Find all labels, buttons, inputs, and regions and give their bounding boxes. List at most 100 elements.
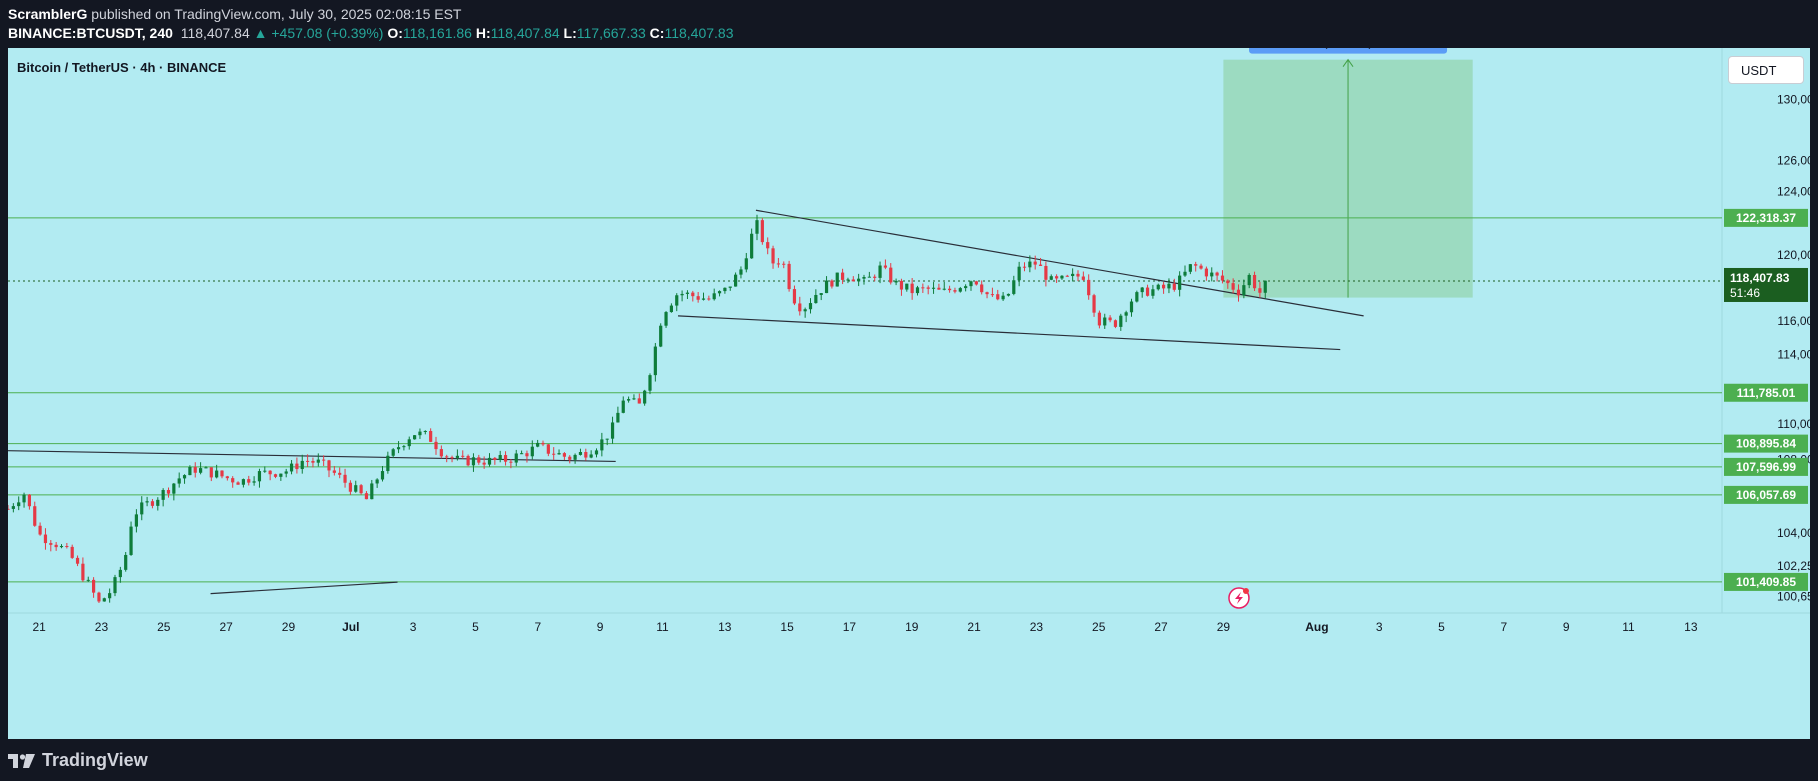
candle: [552, 447, 556, 460]
candle-body: [161, 489, 165, 500]
candle-body: [948, 288, 952, 291]
tradingview-logo[interactable]: TradingView: [8, 750, 148, 771]
level-price-label: 101,409.85: [1736, 575, 1796, 589]
candle-body: [407, 439, 411, 447]
candle: [1092, 293, 1096, 317]
candle: [680, 290, 684, 302]
y-tick-label: 124,000.00: [1777, 184, 1810, 198]
candle-body: [396, 447, 401, 450]
candle-body: [316, 459, 320, 463]
candle-body: [926, 287, 930, 289]
candle: [43, 528, 48, 550]
candle: [75, 555, 80, 567]
x-tick-label: 9: [597, 620, 604, 634]
candle: [509, 459, 513, 469]
candle: [257, 468, 262, 488]
candle: [316, 453, 320, 467]
candle: [755, 214, 759, 241]
chart-panel[interactable]: 15,375.09 (13.09%) 1,537,509 130,000.00 12…: [8, 48, 1810, 739]
candle-body: [423, 430, 427, 432]
candle: [209, 467, 213, 482]
level-price-badge: [1724, 383, 1808, 402]
candle-body: [1129, 301, 1134, 313]
candle-body: [653, 346, 657, 376]
candle: [1231, 278, 1235, 294]
candle: [461, 450, 465, 459]
price-chart[interactable]: 15,375.09 (13.09%) 1,537,509 130,000.00 12…: [8, 48, 1810, 739]
candle-body: [803, 309, 807, 312]
candle: [140, 496, 144, 521]
candle-body: [530, 446, 534, 457]
candle-body: [878, 265, 882, 278]
candle-body: [841, 272, 845, 280]
candle: [926, 285, 930, 295]
candle: [391, 448, 395, 459]
candle: [418, 428, 422, 439]
candle: [659, 323, 663, 348]
candle: [429, 428, 433, 443]
x-tick-label: 27: [1154, 620, 1168, 634]
candle-body: [1140, 287, 1144, 293]
candle: [610, 416, 615, 444]
candle: [980, 280, 984, 295]
candle-body: [247, 479, 251, 483]
candle: [921, 283, 925, 293]
candle: [594, 448, 599, 458]
level-price-label: 111,785.01: [1737, 386, 1796, 400]
candle: [846, 277, 850, 284]
candle: [70, 544, 74, 559]
candle-body: [38, 525, 42, 535]
candle: [1226, 279, 1230, 289]
candle: [1055, 274, 1059, 283]
candle: [1119, 313, 1123, 331]
candle: [584, 448, 588, 461]
candle: [65, 542, 69, 549]
candle-body: [102, 598, 106, 602]
candle-body: [536, 442, 540, 447]
candle: [300, 454, 304, 474]
candle: [236, 481, 240, 485]
candle: [241, 478, 245, 488]
candle: [1049, 274, 1053, 281]
candle: [899, 278, 904, 296]
candle: [1178, 271, 1182, 297]
candle: [664, 311, 668, 328]
last-price-badge: [1724, 267, 1808, 302]
candle-body: [156, 499, 160, 506]
candle-body: [691, 292, 695, 297]
candle: [878, 261, 882, 284]
candle: [514, 449, 518, 467]
candle-body: [306, 460, 310, 462]
candle-body: [808, 303, 813, 310]
candle-body: [429, 430, 433, 442]
candle: [520, 450, 524, 455]
currency-button[interactable]: USDT: [1728, 56, 1804, 84]
candle: [835, 272, 839, 287]
candle-body: [771, 248, 775, 264]
candle-body: [1049, 276, 1053, 280]
candle: [407, 436, 411, 450]
candle-body: [637, 398, 641, 404]
candle-body: [552, 453, 556, 455]
candle: [215, 464, 219, 479]
candle-body: [177, 478, 181, 484]
candle-body: [43, 534, 48, 544]
candle: [1188, 263, 1192, 275]
candle: [370, 479, 374, 500]
candle-body: [108, 593, 112, 599]
candle-body: [1151, 289, 1155, 296]
candle-body: [712, 293, 716, 300]
candle-body: [605, 438, 609, 440]
candle: [1060, 275, 1064, 280]
author-name[interactable]: ScramblerG: [8, 6, 88, 22]
candle: [289, 460, 294, 475]
candle: [204, 466, 208, 469]
level-price-badge: [1724, 457, 1808, 476]
candle-body: [295, 463, 299, 470]
candle: [744, 252, 748, 273]
candle: [562, 452, 566, 461]
close-value: 118,407.83: [664, 25, 734, 41]
candle: [118, 566, 122, 583]
candle-body: [525, 453, 529, 457]
x-tick-label: 25: [157, 620, 171, 634]
